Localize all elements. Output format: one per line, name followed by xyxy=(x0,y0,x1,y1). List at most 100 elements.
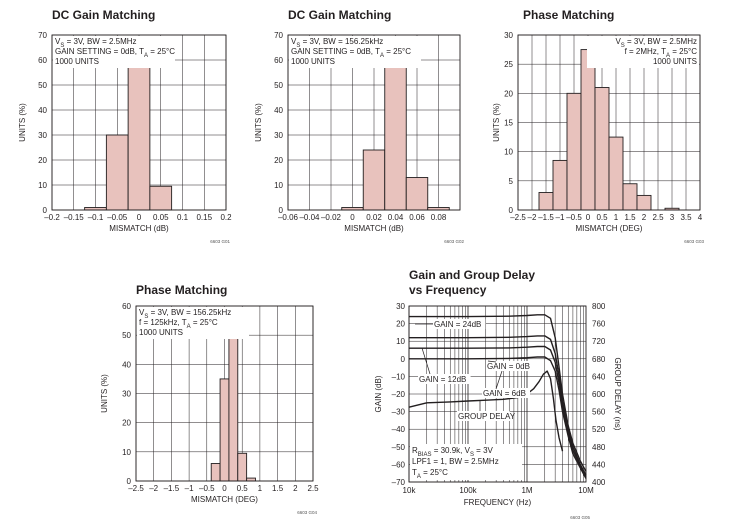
y-tick-label: –70 xyxy=(392,478,406,487)
x-tick-label: 0.5 xyxy=(237,484,249,493)
y-tick-label: –50 xyxy=(392,443,406,452)
chart-title: Gain and Group Delay xyxy=(409,268,536,282)
y-tick-label: 30 xyxy=(38,131,47,140)
y-tick-label: 70 xyxy=(274,31,283,40)
series-line xyxy=(408,370,564,452)
series-line xyxy=(409,345,587,478)
annotation-line: VS = 3V, BW = 156.25kHz xyxy=(139,308,231,320)
chart-title: Phase Matching xyxy=(136,283,228,297)
chart-dc-gain-matching-2p5mhz: DC Gain Matching VS = 3V, BW = 2.5MHz GAI… xyxy=(0,0,245,250)
y-right-tick-label: 600 xyxy=(592,390,606,399)
chart-title: Phase Matching xyxy=(523,8,615,22)
y-right-tick-label: 440 xyxy=(592,460,606,469)
histogram-bar xyxy=(580,49,596,211)
chart-title: DC Gain Matching xyxy=(288,8,392,22)
y-tick-label: 30 xyxy=(504,31,513,40)
histogram-bar xyxy=(566,92,582,211)
y-tick-label: 20 xyxy=(122,419,131,428)
x-axis-label: FREQUENCY (Hz) xyxy=(464,498,532,507)
histogram-bar xyxy=(636,194,652,211)
x-tick-label: –1.5 xyxy=(538,213,554,222)
annotation-line: f = 125kHz, TA = 25°C xyxy=(139,318,218,330)
y-tick-label: 20 xyxy=(396,320,405,329)
plot-frame xyxy=(408,305,587,483)
y-tick-label: 0 xyxy=(43,206,48,215)
y-tick-label: 50 xyxy=(274,81,283,90)
x-tick-label: 10M xyxy=(578,486,594,495)
x-tick-label: 2.5 xyxy=(652,213,664,222)
figure-code: 6603 G02 xyxy=(444,239,464,244)
figure-code: 6603 G04 xyxy=(297,510,317,515)
x-tick-label: 4 xyxy=(698,213,703,222)
y-right-tick-label: 520 xyxy=(592,425,606,434)
x-axis-label: MISMATCH (DEG) xyxy=(191,495,258,504)
x-tick-label: 1.5 xyxy=(624,213,636,222)
x-tick-label: 1 xyxy=(614,213,619,222)
x-tick-label: 1 xyxy=(258,484,263,493)
x-tick-label: –0.05 xyxy=(107,213,128,222)
x-tick-label: –2.5 xyxy=(510,213,526,222)
annotation-background xyxy=(137,307,249,339)
y-tick-label: –30 xyxy=(392,408,406,417)
y-axis-label: UNITS (%) xyxy=(100,374,109,413)
chart-phase-matching-2p5mhz: Phase Matching VS = 3V, BW = 2.5MHz f = 2… xyxy=(490,0,743,250)
histogram-bar xyxy=(149,185,173,211)
series-label: GAIN = 24dB xyxy=(434,320,481,329)
histogram-bar xyxy=(405,177,429,211)
x-tick-label: 1M xyxy=(521,486,532,495)
annotation-line: 1000 UNITS xyxy=(55,57,99,66)
series-label-leader xyxy=(495,367,504,390)
y-tick-label: –20 xyxy=(392,390,406,399)
y-tick-label: 30 xyxy=(396,302,405,311)
series-label-background xyxy=(457,411,510,421)
x-tick-label: –0.5 xyxy=(566,213,582,222)
y-tick-label: 0 xyxy=(127,477,132,486)
x-tick-label: 2 xyxy=(293,484,298,493)
x-tick-label: 0 xyxy=(586,213,591,222)
series-label: GROUP DELAY xyxy=(458,412,516,421)
x-tick-label: –1.5 xyxy=(164,484,180,493)
histogram-bar xyxy=(105,134,129,211)
figure-code: 6603 G05 xyxy=(570,515,590,520)
histogram-bar xyxy=(210,463,221,482)
y-tick-label: 10 xyxy=(504,148,513,157)
annotation-background xyxy=(410,444,522,480)
histogram-bar xyxy=(127,62,151,211)
x-tick-label: –2 xyxy=(149,484,158,493)
x-tick-label: 0.5 xyxy=(596,213,608,222)
y-tick-label: 5 xyxy=(509,177,514,186)
series-line xyxy=(409,335,587,476)
y-tick-label: 10 xyxy=(38,181,47,190)
annotation-line: LPF1 = 1, BW = 2.5MHz xyxy=(412,457,499,466)
x-tick-label: 0.1 xyxy=(177,213,189,222)
x-axis-label: MISMATCH (dB) xyxy=(109,224,169,233)
x-tick-label: 0 xyxy=(137,213,142,222)
series-line xyxy=(409,356,587,479)
annotation-line: GAIN SETTING = 0dB, TA = 25°C xyxy=(291,47,411,59)
x-tick-label: 0.06 xyxy=(409,213,425,222)
series-label-leader xyxy=(487,360,497,363)
plot-frame xyxy=(517,34,701,211)
chart-dc-gain-matching-156khz: DC Gain Matching VS = 3V, BW = 156.25kHz… xyxy=(245,0,490,250)
annotation-line: 1000 UNITS xyxy=(291,57,335,66)
chart-svg: GAIN = 24dB GAIN = 12dB GAIN = 6dB GAIN = 0… xyxy=(374,302,622,520)
annotation-line: f = 2MHz, TA = 25°C xyxy=(625,47,698,59)
y-right-tick-label: 640 xyxy=(592,372,606,381)
chart-gain-group-delay: Gain and Group Delay vs Frequency GAIN =… xyxy=(370,262,743,527)
y-tick-label: 30 xyxy=(274,131,283,140)
x-tick-label: –0.02 xyxy=(321,213,342,222)
annotation-line: TA = 25°C xyxy=(412,468,448,480)
x-tick-label: –0.5 xyxy=(199,484,215,493)
x-tick-label: 0 xyxy=(222,484,227,493)
y-tick-label: –40 xyxy=(392,425,406,434)
series-label: GAIN = 6dB xyxy=(483,389,526,398)
annotation-line: 1000 UNITS xyxy=(139,328,183,337)
plot-frame xyxy=(51,34,227,211)
histogram-bar xyxy=(384,59,407,211)
x-tick-label: 0.02 xyxy=(366,213,382,222)
x-tick-label: –1 xyxy=(185,484,194,493)
y-tick-label: –60 xyxy=(392,460,406,469)
x-tick-label: 100k xyxy=(459,486,477,495)
